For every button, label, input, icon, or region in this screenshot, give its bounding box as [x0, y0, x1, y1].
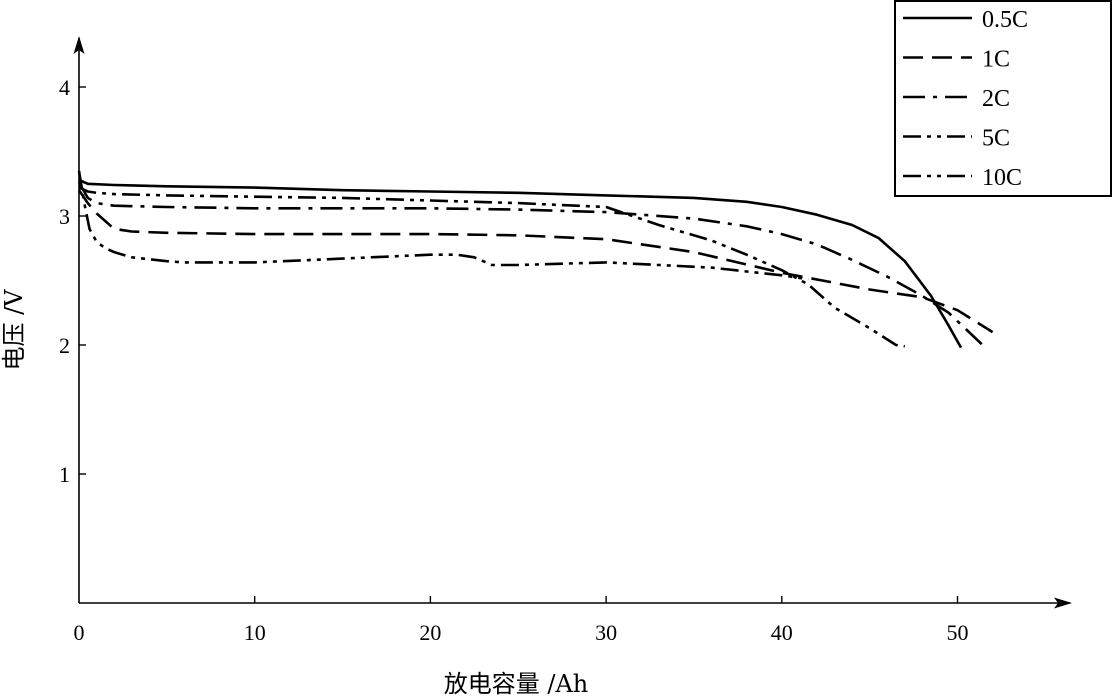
legend-label: 5C: [982, 126, 1010, 152]
x-tick-label: 0: [74, 620, 85, 645]
legend-label: 10C: [982, 165, 1022, 191]
series-line-1C: [77, 189, 994, 334]
x-tick-label: 20: [419, 620, 441, 645]
y-tick-label: 3: [59, 204, 70, 229]
ticks: 0 10 20 30 40 50 1 2 3 4: [59, 75, 969, 645]
legend-label: 1C: [982, 47, 1010, 73]
series-line-0-5C: [78, 178, 963, 349]
x-tick-label: 50: [947, 620, 969, 645]
series-line-2C: [77, 181, 985, 348]
y-axis-title: 电压 /V: [0, 289, 28, 371]
x-tick-label: 40: [771, 620, 793, 645]
x-axis-title: 放电容量 /Ah: [444, 670, 589, 698]
series-lines: [77, 170, 994, 349]
x-axis-arrow-icon: [1054, 597, 1072, 609]
y-tick-label: 1: [59, 462, 70, 487]
x-tick-label: 30: [595, 620, 617, 645]
series-line-5C: [78, 186, 905, 348]
y-axis-arrow-icon: [73, 36, 85, 54]
legend-label: 0.5C: [982, 7, 1028, 33]
series-line-10C: [77, 170, 809, 281]
x-tick-label: 10: [244, 620, 266, 645]
legend: 0.5C 1C 2C 5C 10C: [894, 0, 1112, 197]
axes: [73, 36, 1072, 609]
legend-box: [894, 0, 1112, 197]
y-tick-label: 4: [59, 75, 70, 100]
y-tick-label: 2: [59, 333, 70, 358]
legend-label: 2C: [982, 86, 1010, 112]
